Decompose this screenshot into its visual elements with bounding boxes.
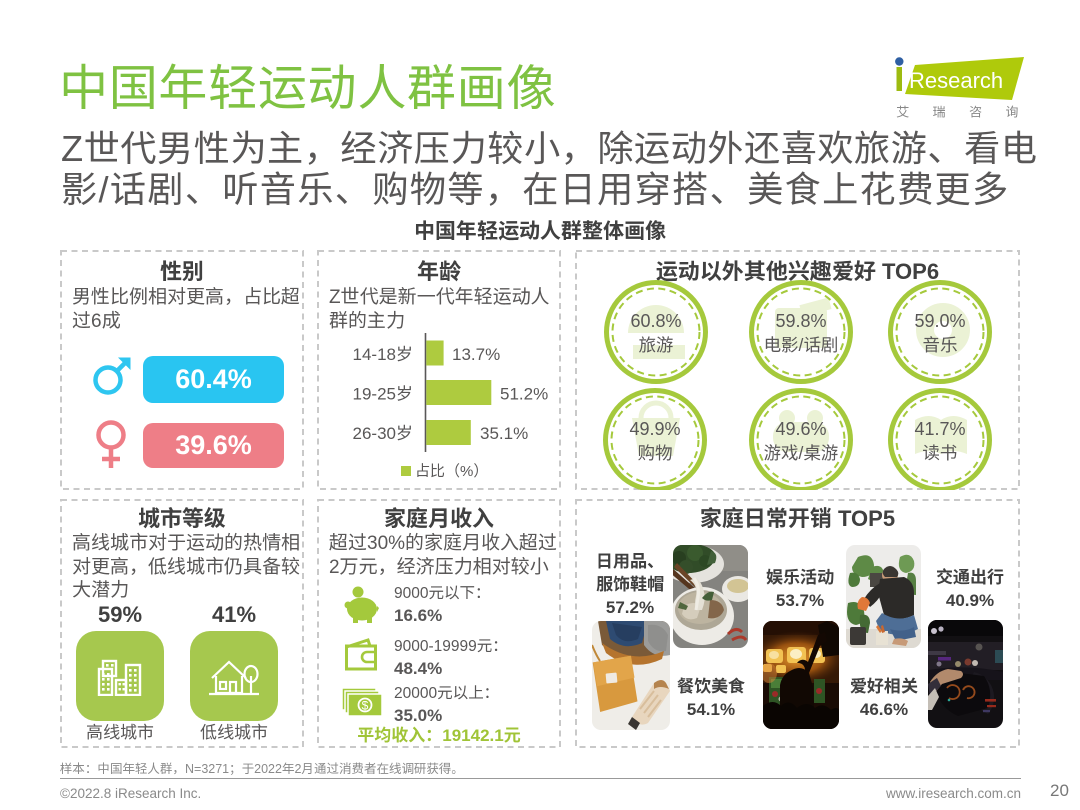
svg-text:26-30岁: 26-30岁: [353, 424, 413, 443]
svg-text:$: $: [362, 699, 369, 713]
svg-text:Research: Research: [909, 68, 1003, 93]
svg-text:59.8%: 59.8%: [775, 311, 826, 331]
svg-text:音乐: 音乐: [923, 335, 958, 355]
svg-text:49.6%: 49.6%: [775, 419, 826, 439]
svg-text:13.7%: 13.7%: [452, 345, 500, 364]
svg-text:14-18岁: 14-18岁: [353, 345, 413, 364]
svg-text:购物: 购物: [638, 443, 673, 463]
svg-text:占比（%）: 占比（%）: [415, 463, 488, 480]
svg-text:35.1%: 35.1%: [480, 424, 528, 443]
svg-text:电影/话剧: 电影/话剧: [764, 335, 839, 355]
svg-text:51.2%: 51.2%: [500, 385, 548, 404]
svg-text:19-25岁: 19-25岁: [353, 385, 413, 404]
svg-text:60.8%: 60.8%: [630, 311, 681, 331]
svg-text:旅游: 旅游: [639, 335, 674, 355]
svg-text:49.9%: 49.9%: [629, 419, 680, 439]
svg-text:艾瑞咨询: 艾瑞咨询: [896, 102, 1030, 121]
svg-text:59.0%: 59.0%: [914, 311, 965, 331]
svg-text:读书: 读书: [923, 443, 958, 463]
svg-text:41.7%: 41.7%: [914, 419, 965, 439]
svg-text:游戏/桌游: 游戏/桌游: [764, 443, 839, 463]
